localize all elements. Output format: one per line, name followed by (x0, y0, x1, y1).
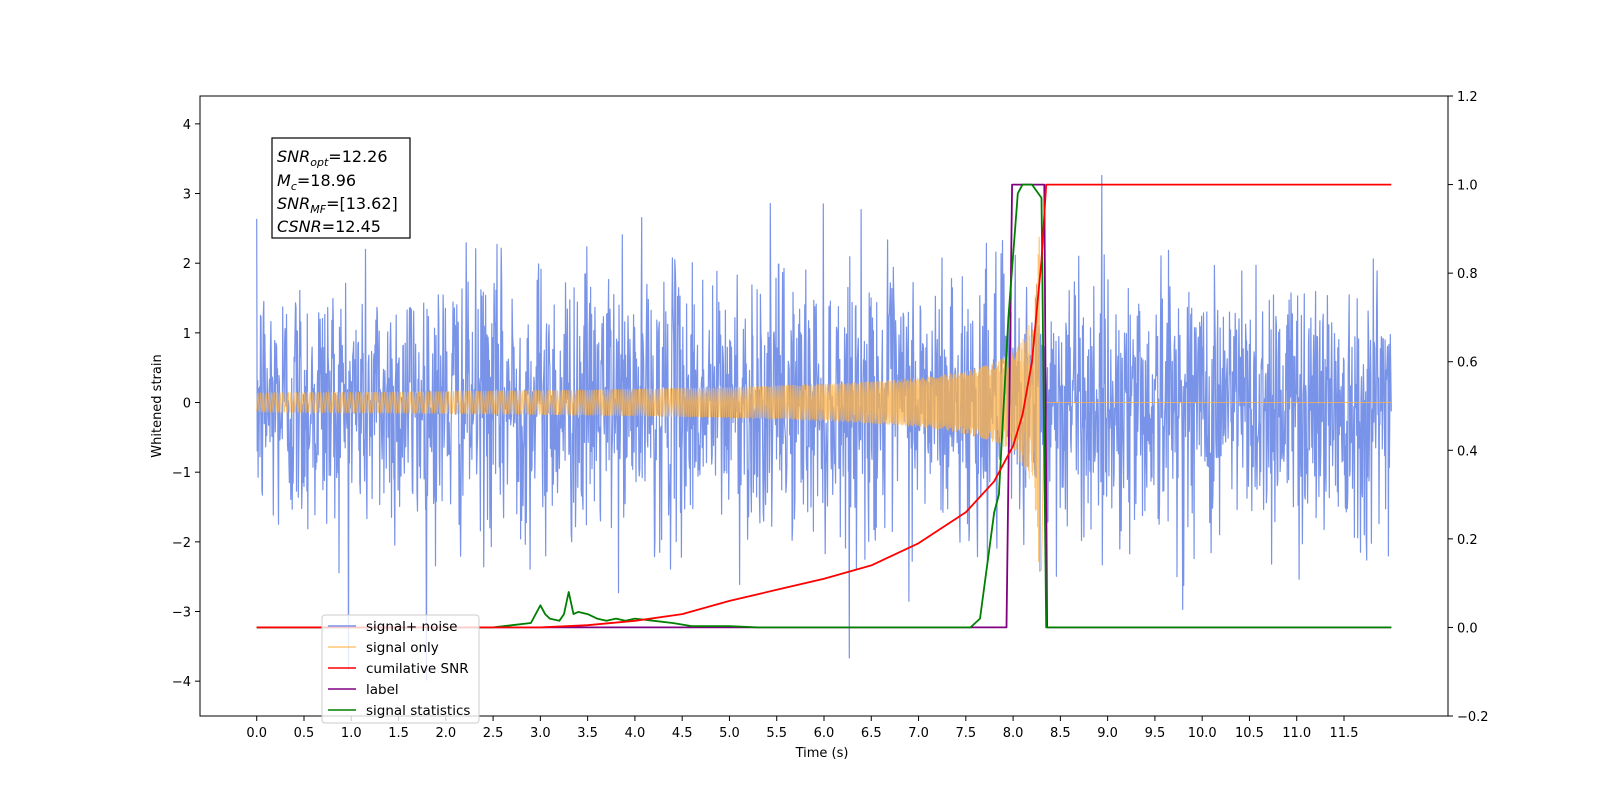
signal-noise-line (256, 174, 1392, 681)
x-tick-label: 7.0 (908, 726, 929, 741)
x-tick-label: 11.0 (1282, 726, 1311, 741)
legend-label-cumulative-snr: cumilative SNR (366, 661, 469, 677)
x-tick-label: 9.0 (1097, 726, 1118, 741)
y2-tick-label: 0.4 (1457, 444, 1478, 459)
y2-tick-label: 1.0 (1457, 179, 1478, 194)
x-axis-label: Time (s) (795, 746, 849, 761)
y2-tick-label: 1.2 (1457, 90, 1478, 105)
x-axis-ticks: 0.0 0.5 1.0 1.5 2.0 2.5 3.0 3.5 4.0 4.5 5.0 5.5 6.0 6… (246, 716, 1358, 741)
info-snr-mf: SNRMF=[13.62] (277, 194, 398, 216)
y-tick-label: 3 (183, 188, 191, 203)
x-tick-label: 0.0 (246, 726, 267, 741)
y2-tick-label: −0.2 (1457, 710, 1489, 725)
x-tick-label: 7.5 (955, 726, 976, 741)
x-tick-label: 1.5 (388, 726, 409, 741)
y-tick-label: −2 (172, 536, 191, 551)
x-tick-label: 5.5 (766, 726, 787, 741)
legend-label-label: label (366, 682, 399, 698)
y-axis-label: Whitened strain (150, 354, 165, 457)
y2-tick-label: 0.6 (1457, 356, 1478, 371)
x-tick-label: 8.0 (1003, 726, 1024, 741)
y2-tick-label: 0.0 (1457, 621, 1478, 636)
x-tick-label: 9.5 (1145, 726, 1166, 741)
y-tick-label: 4 (183, 118, 191, 133)
x-tick-label: 8.5 (1050, 726, 1071, 741)
x-tick-label: 1.0 (341, 726, 362, 741)
signal-only-series (256, 236, 1392, 571)
signal-noise-series (256, 174, 1392, 681)
legend-label-signal-noise: signal+ noise (366, 619, 457, 635)
y-tick-label: 2 (183, 257, 191, 272)
info-box-frame (271, 137, 411, 239)
info-mc: Mc=18.96 (277, 171, 356, 193)
y2-tick-label: 0.8 (1457, 267, 1478, 282)
x-tick-label: 6.5 (861, 726, 882, 741)
x-tick-label: 3.0 (530, 726, 551, 741)
y-tick-label: −4 (172, 675, 191, 690)
x-tick-label: 10.5 (1235, 726, 1264, 741)
info-box: SNRopt=12.26 Mc=18.96 SNRMF=[13.62] CSNR… (271, 137, 411, 239)
x-tick-label: 5.0 (719, 726, 740, 741)
signal-only-line (256, 236, 1392, 571)
info-csnr: CSNR=12.45 (277, 217, 381, 236)
right-axis-series (256, 183, 1392, 629)
y-tick-label: −3 (172, 606, 191, 621)
legend-label-signal-only: signal only (366, 640, 439, 656)
x-tick-label: 2.0 (435, 726, 456, 741)
y-tick-label: −1 (172, 466, 191, 481)
x-tick-label: 4.5 (672, 726, 693, 741)
y-tick-label: 0 (183, 397, 191, 412)
x-tick-label: 6.0 (814, 726, 835, 741)
legend: signal+ noise signal only cumilative SNR… (321, 614, 480, 724)
x-tick-label: 4.0 (625, 726, 646, 741)
y2-axis-ticks: 1.2 1.0 0.8 0.6 0.4 0.2 0.0 −0.2 (1448, 90, 1489, 725)
x-tick-label: 3.5 (577, 726, 598, 741)
x-tick-label: 11.5 (1330, 726, 1359, 741)
x-tick-label: 10.0 (1188, 726, 1217, 741)
x-tick-label: 0.5 (294, 726, 315, 741)
y-tick-label: 1 (183, 327, 191, 342)
y2-tick-label: 0.2 (1457, 533, 1478, 548)
legend-frame (321, 614, 480, 724)
cumulative-snr-line (256, 183, 1392, 629)
y-axis-ticks: 4 3 2 1 0 −1 −2 −3 −4 (172, 118, 200, 690)
x-tick-label: 2.5 (483, 726, 504, 741)
info-snr-opt: SNRopt=12.26 (277, 147, 388, 169)
legend-label-signal-statistics: signal statistics (366, 703, 470, 719)
